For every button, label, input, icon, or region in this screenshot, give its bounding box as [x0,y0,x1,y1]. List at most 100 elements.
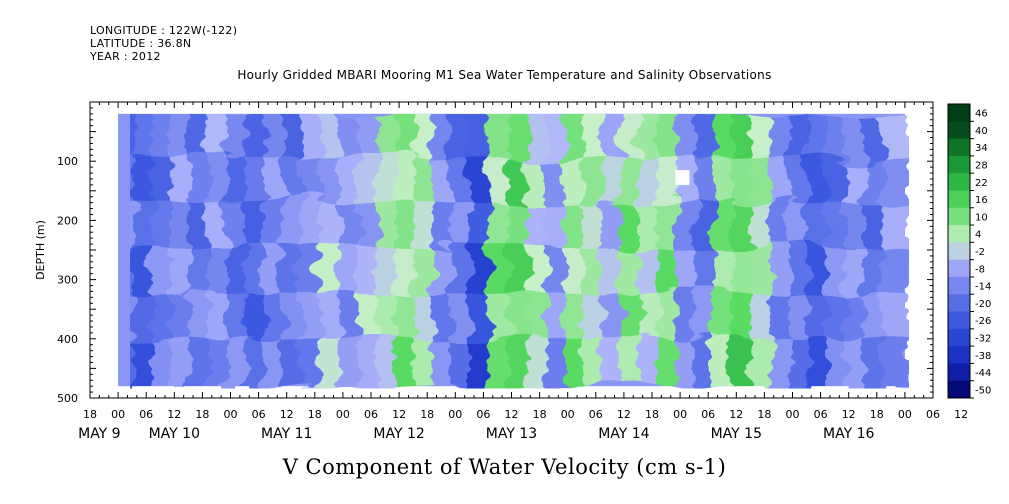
colorbar-swatch [948,294,970,313]
x-tick-label: 12 [617,408,631,421]
colorbar-swatch [948,207,970,226]
colorbar-swatch [948,276,970,295]
heatmap-cell [882,202,909,252]
x-tick-label: 18 [83,408,97,421]
x-tick-label: 00 [898,408,912,421]
x-tick-label: 00 [448,408,462,421]
x-tick-label: 12 [729,408,743,421]
axes: 18 00 06 12 18 00 06 12 18 00 06 12 18 00 06 12 18 00 06 12… [34,101,968,442]
heatmap-cell [882,293,909,343]
x-day-label: MAY 9 [78,426,120,442]
x-tick-label: 06 [701,408,715,421]
colorbar-label: 46 [975,109,988,120]
colorbar-label: 4 [975,230,981,241]
colorbar-swatch [948,121,970,140]
missing-data-gap [811,386,849,394]
missing-data-gap [132,386,175,394]
colorbar-swatch [948,173,970,191]
x-tick-label: 06 [252,408,266,421]
y-tick-label: 100 [57,155,78,168]
missing-data-gap [183,386,222,394]
y-tick-label: 500 [57,392,78,405]
x-day-label: MAY 10 [149,426,200,442]
colorbar-swatch [948,311,970,330]
colorbar-label: 28 [975,161,988,172]
x-tick-label: 06 [476,408,490,421]
colorbar-swatch [948,225,970,243]
x-tick-label: 12 [392,408,406,421]
colorbar-swatch [948,328,970,347]
colorbar-label: -26 [975,316,991,327]
colorbar-swatch [948,190,970,209]
x-tick-label: 12 [280,408,294,421]
x-tick-label: 00 [336,408,350,421]
colorbar-label: -32 [975,333,991,344]
colorbar-label: 16 [975,195,988,206]
x-tick-label: 06 [814,408,828,421]
x-tick-label: 12 [505,408,519,421]
heatmap-cell [882,157,909,207]
x-tick-label: 18 [308,408,322,421]
colorbar-swatch [948,380,970,399]
x-day-label: MAY 16 [823,426,874,442]
x-tick-label: 06 [589,408,603,421]
heatmap-cell [882,114,909,162]
x-day-label: MAY 14 [598,426,649,442]
colorbar-frame [947,103,971,399]
heatmap-cell [882,338,909,389]
x-tick-label: 18 [870,408,884,421]
colorbar-label: -50 [975,385,991,396]
year-label: YEAR : 2012 [90,50,161,63]
colorbar-swatch [948,242,970,261]
y-tick-label: 200 [57,214,78,227]
colorbar-label: 34 [975,143,988,154]
colorbar-swatch [948,104,970,122]
missing-data-gap [235,386,250,394]
x-tick-label: 06 [364,408,378,421]
colorbar-swatch [948,138,970,157]
x-tick-label: 00 [224,408,238,421]
missing-data-gaps [132,170,896,394]
x-tick-label: 18 [195,408,209,421]
colorbar-label: 22 [975,178,988,189]
colorbar-label: -44 [975,368,991,379]
x-tick-label: 18 [533,408,547,421]
colorbar-label: 40 [975,126,988,137]
x-tick-label: 18 [757,408,771,421]
colorbar-label: -2 [975,247,985,258]
colorbar-label: -14 [975,282,991,293]
x-day-label: MAY 15 [711,426,762,442]
missing-data-gap [886,386,896,394]
x-tick-label: 18 [645,408,659,421]
x-tick-label: 12 [842,408,856,421]
heatmap-cells [130,114,909,389]
x-tick-label: 18 [420,408,434,421]
x-tick-label: 00 [561,408,575,421]
chart-title: Hourly Gridded MBARI Mooring M1 Sea Wate… [237,68,772,82]
colorbar-label: -8 [975,264,985,275]
longitude-label: LONGITUDE : 122W(-122) [90,24,238,37]
x-tick-label: 12 [954,408,968,421]
x-tick-label: 00 [673,408,687,421]
latitude-label: LATITUDE : 36.8N [90,37,192,50]
x-tick-label: 06 [139,408,153,421]
heatmap-band-group [130,114,909,389]
missing-data-gap [736,386,765,394]
colorbar-swatch [948,259,970,278]
colorbar-swatch [948,363,970,382]
x-tick-label: 00 [786,408,800,421]
y-tick-label: 300 [57,274,78,287]
chart-subtitle: V Component of Water Velocity (cm s-1) [282,455,727,479]
colorbar-label: -38 [975,351,991,362]
colorbar-label: 10 [975,212,988,223]
missing-data-gap [675,170,690,185]
heatmap-cell [882,248,909,298]
x-day-label: MAY 12 [373,426,424,442]
x-tick-label: 06 [926,408,940,421]
colorbar-label: -20 [975,299,991,310]
y-tick-label: 400 [57,333,78,346]
colorbar: 46 40 34 28 22 16 10 4 -2 -8 -14 -20 -26 -32 -38 -44 -50 [947,103,991,399]
y-axis-label: DEPTH (m) [34,220,47,280]
x-tick-label: 00 [111,408,125,421]
